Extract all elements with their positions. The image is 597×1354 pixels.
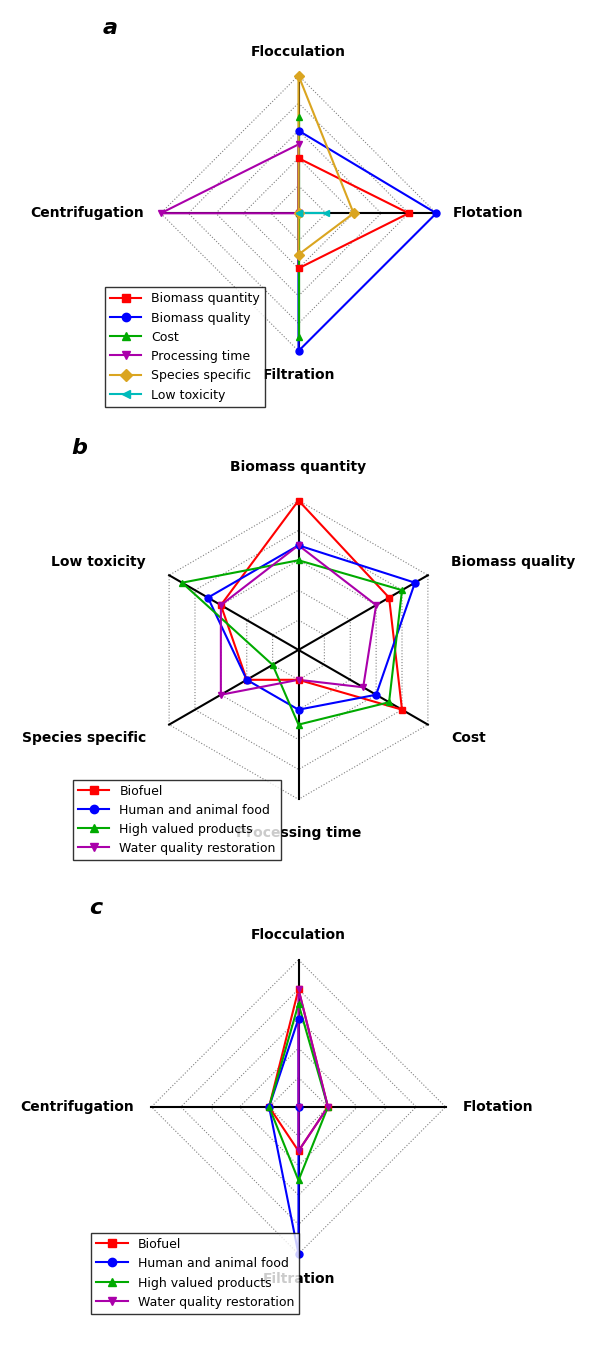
Text: Low toxicity: Low toxicity — [51, 555, 146, 569]
Text: Biomass quantity: Biomass quantity — [230, 459, 367, 474]
Legend: Biofuel, Human and animal food, High valued products, Water quality restoration: Biofuel, Human and animal food, High val… — [73, 780, 281, 860]
Text: Biomass quality: Biomass quality — [451, 555, 576, 569]
Text: Flotation: Flotation — [453, 206, 524, 221]
Text: Processing time: Processing time — [236, 826, 361, 841]
Text: Filtration: Filtration — [262, 1271, 335, 1285]
Text: Species specific: Species specific — [21, 731, 146, 745]
Text: Flocculation: Flocculation — [251, 45, 346, 60]
Text: Flocculation: Flocculation — [251, 929, 346, 942]
Legend: Biomass quantity, Biomass quality, Cost, Processing time, Species specific, Low : Biomass quantity, Biomass quality, Cost,… — [105, 287, 265, 406]
Text: Centrifugation: Centrifugation — [20, 1099, 134, 1114]
Text: Centrifugation: Centrifugation — [30, 206, 144, 221]
Text: a: a — [103, 18, 118, 38]
Text: c: c — [90, 898, 103, 918]
Legend: Biofuel, Human and animal food, High valued products, Water quality restoration: Biofuel, Human and animal food, High val… — [91, 1233, 299, 1313]
Text: b: b — [72, 437, 87, 458]
Text: Filtration: Filtration — [262, 367, 335, 382]
Text: Flotation: Flotation — [463, 1099, 534, 1114]
Text: Cost: Cost — [451, 731, 486, 745]
